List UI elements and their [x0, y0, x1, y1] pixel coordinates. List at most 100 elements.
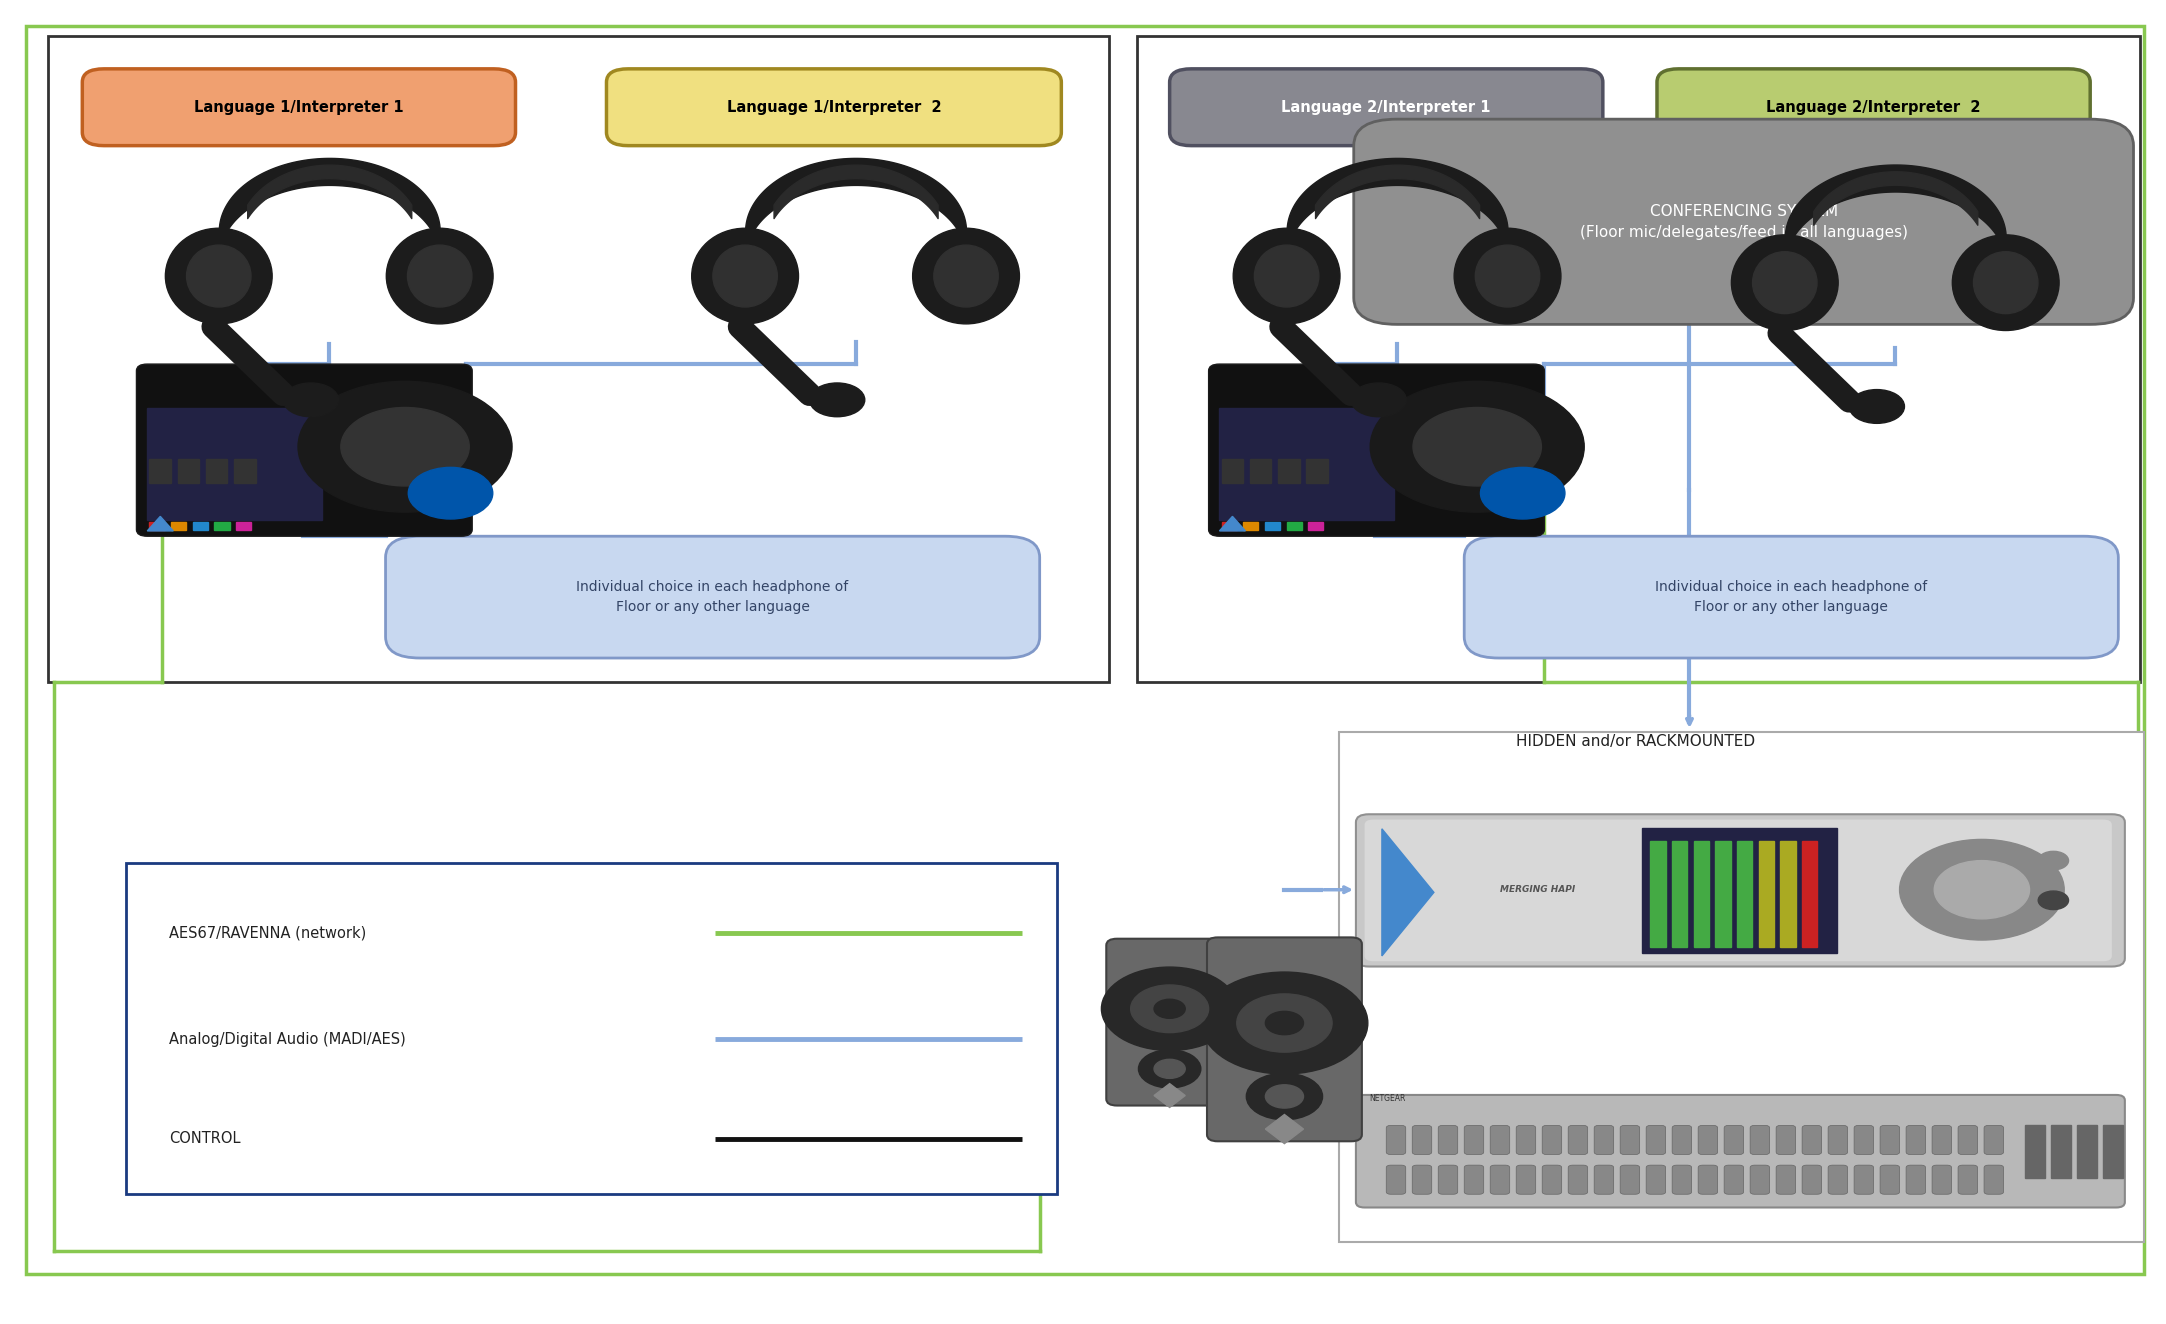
- FancyBboxPatch shape: [1984, 1125, 2004, 1155]
- Bar: [1222, 459, 1243, 483]
- Ellipse shape: [186, 245, 251, 307]
- Ellipse shape: [386, 228, 494, 324]
- Ellipse shape: [1731, 234, 1839, 331]
- Ellipse shape: [1453, 228, 1562, 324]
- Circle shape: [340, 408, 470, 486]
- Text: Language 1/Interpreter 1: Language 1/Interpreter 1: [195, 99, 403, 115]
- Ellipse shape: [912, 228, 1020, 324]
- FancyBboxPatch shape: [136, 364, 472, 536]
- Circle shape: [1850, 389, 1904, 424]
- FancyBboxPatch shape: [1594, 1125, 1614, 1155]
- FancyBboxPatch shape: [1932, 1125, 1952, 1155]
- FancyBboxPatch shape: [1354, 119, 2134, 324]
- FancyBboxPatch shape: [1594, 1165, 1614, 1194]
- Circle shape: [810, 383, 864, 417]
- Text: Analog/Digital Audio (MADI/AES): Analog/Digital Audio (MADI/AES): [169, 1031, 405, 1047]
- FancyBboxPatch shape: [606, 69, 1061, 146]
- Bar: [1737, 841, 1752, 947]
- Circle shape: [1265, 1012, 1304, 1034]
- Circle shape: [1154, 1000, 1185, 1018]
- FancyBboxPatch shape: [1672, 1165, 1692, 1194]
- Bar: [1219, 408, 1395, 520]
- FancyBboxPatch shape: [1776, 1165, 1796, 1194]
- FancyBboxPatch shape: [1620, 1165, 1640, 1194]
- Bar: [1306, 459, 1328, 483]
- FancyBboxPatch shape: [1490, 1165, 1510, 1194]
- Bar: [1780, 841, 1796, 947]
- Bar: [1802, 841, 1817, 947]
- Circle shape: [1934, 861, 2030, 919]
- FancyBboxPatch shape: [1438, 1125, 1458, 1155]
- Text: CONTROL: CONTROL: [169, 1131, 240, 1147]
- FancyBboxPatch shape: [1984, 1165, 2004, 1194]
- Bar: [234, 459, 256, 483]
- Bar: [1715, 841, 1731, 947]
- Bar: [1265, 522, 1280, 530]
- FancyBboxPatch shape: [1464, 1165, 1484, 1194]
- Bar: [1222, 522, 1237, 530]
- FancyBboxPatch shape: [1542, 1125, 1562, 1155]
- FancyBboxPatch shape: [1412, 1125, 1432, 1155]
- Ellipse shape: [1254, 245, 1319, 307]
- Bar: [1759, 841, 1774, 947]
- Bar: [1308, 522, 1323, 530]
- Bar: [1642, 828, 1837, 953]
- Circle shape: [2038, 891, 2069, 910]
- Polygon shape: [1265, 1115, 1304, 1144]
- Bar: [48, 36, 1109, 682]
- FancyBboxPatch shape: [1646, 1165, 1666, 1194]
- Text: AES67/RAVENNA (network): AES67/RAVENNA (network): [169, 925, 366, 941]
- FancyBboxPatch shape: [1620, 1125, 1640, 1155]
- FancyBboxPatch shape: [1170, 69, 1603, 146]
- Bar: [214, 522, 230, 530]
- Text: CONFERENCING SYSTEM
(Floor mic/delegates/feed in all languages): CONFERENCING SYSTEM (Floor mic/delegates…: [1579, 204, 1908, 241]
- Ellipse shape: [691, 228, 799, 324]
- FancyBboxPatch shape: [1516, 1125, 1536, 1155]
- Bar: [2051, 1125, 2071, 1178]
- FancyBboxPatch shape: [1542, 1165, 1562, 1194]
- FancyBboxPatch shape: [1516, 1165, 1536, 1194]
- Bar: [236, 522, 251, 530]
- Circle shape: [284, 383, 338, 417]
- Bar: [2103, 1125, 2123, 1178]
- Text: Individual choice in each headphone of
Floor or any other language: Individual choice in each headphone of F…: [576, 580, 849, 614]
- FancyBboxPatch shape: [1906, 1125, 1926, 1155]
- FancyBboxPatch shape: [1932, 1165, 1952, 1194]
- Circle shape: [1131, 985, 1209, 1033]
- Polygon shape: [1154, 1083, 1185, 1107]
- FancyBboxPatch shape: [1854, 1165, 1874, 1194]
- FancyBboxPatch shape: [1209, 364, 1544, 536]
- Bar: [1694, 841, 1709, 947]
- FancyBboxPatch shape: [1828, 1165, 1848, 1194]
- FancyBboxPatch shape: [1750, 1165, 1770, 1194]
- Bar: [1243, 522, 1258, 530]
- Bar: [1650, 841, 1666, 947]
- Bar: [1137, 36, 2140, 682]
- FancyBboxPatch shape: [1958, 1165, 1978, 1194]
- FancyBboxPatch shape: [1464, 1125, 1484, 1155]
- FancyBboxPatch shape: [1802, 1165, 1822, 1194]
- Text: Language 1/Interpreter  2: Language 1/Interpreter 2: [726, 99, 942, 115]
- FancyBboxPatch shape: [1365, 820, 2112, 961]
- Ellipse shape: [165, 228, 273, 324]
- Ellipse shape: [1232, 228, 1341, 324]
- FancyBboxPatch shape: [1828, 1125, 1848, 1155]
- Ellipse shape: [934, 245, 999, 307]
- FancyBboxPatch shape: [1672, 1125, 1692, 1155]
- FancyBboxPatch shape: [1698, 1125, 1718, 1155]
- Circle shape: [1412, 408, 1542, 486]
- Text: Language 2/Interpreter  2: Language 2/Interpreter 2: [1765, 99, 1982, 115]
- Text: NETGEAR: NETGEAR: [1369, 1095, 1406, 1103]
- FancyBboxPatch shape: [1386, 1165, 1406, 1194]
- Circle shape: [1482, 467, 1564, 519]
- Circle shape: [299, 381, 511, 512]
- FancyBboxPatch shape: [1880, 1125, 1900, 1155]
- FancyBboxPatch shape: [1568, 1125, 1588, 1155]
- Bar: [1287, 522, 1302, 530]
- FancyBboxPatch shape: [1356, 1095, 2125, 1207]
- Circle shape: [1265, 1084, 1304, 1108]
- Bar: [1672, 841, 1687, 947]
- Ellipse shape: [407, 245, 472, 307]
- Text: Individual choice in each headphone of
Floor or any other language: Individual choice in each headphone of F…: [1655, 580, 1928, 614]
- Bar: [1278, 459, 1300, 483]
